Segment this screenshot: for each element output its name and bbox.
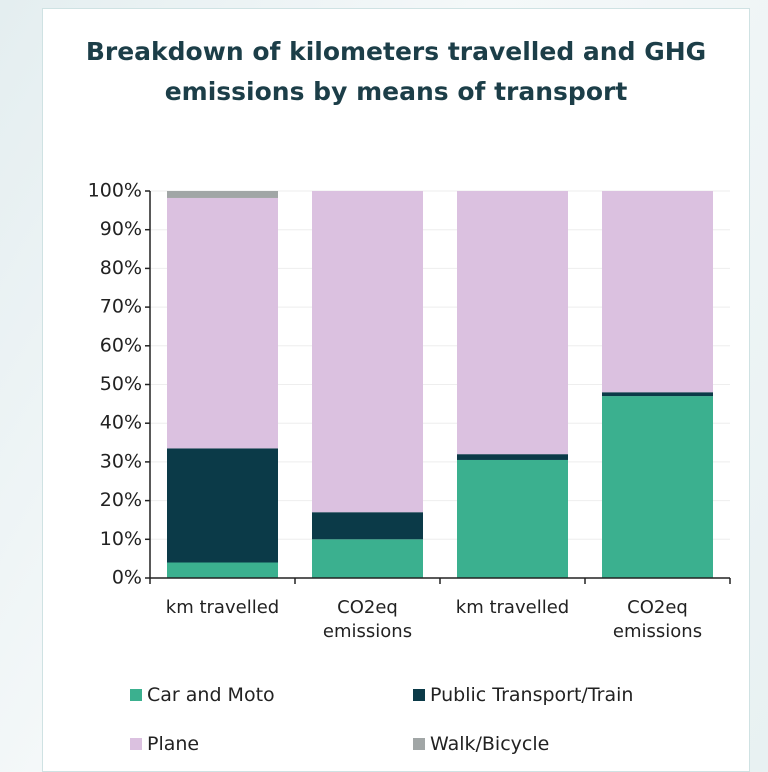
legend-label: Public Transport/Train: [430, 684, 634, 706]
legend-label: Walk/Bicycle: [430, 733, 550, 755]
y-tick-label: 0%: [112, 567, 142, 589]
legend-label: Car and Moto: [147, 684, 275, 706]
bar-segment: [312, 512, 423, 540]
bar-segment: [312, 539, 423, 578]
x-tick-label: CO2eq emissions: [322, 597, 413, 642]
bar-segment: [167, 197, 278, 449]
x-tick-label: km travelled: [165, 597, 280, 618]
legend-swatch: [130, 738, 142, 750]
x-tick-label: km travelled: [455, 597, 570, 618]
x-tick-label: CO2eq emissions: [612, 597, 703, 642]
y-tick-label: 90%: [100, 218, 142, 240]
legend-item: Plane: [130, 733, 199, 755]
bar-segment: [457, 459, 568, 578]
bar-segment: [312, 191, 423, 513]
y-tick-label: 60%: [100, 334, 142, 356]
bar-segment: [602, 396, 713, 578]
legend-item: Car and Moto: [130, 684, 275, 706]
legend-item: Walk/Bicycle: [413, 733, 549, 755]
y-tick-label: 20%: [100, 489, 142, 511]
legend-swatch: [413, 689, 425, 701]
bar-segment: [457, 454, 568, 460]
legend-label: Plane: [147, 733, 200, 755]
y-tick-label: 40%: [100, 412, 142, 434]
legend-swatch: [413, 738, 425, 750]
bar-segment: [602, 191, 713, 393]
bar-segment: [167, 448, 278, 563]
y-tick-label: 30%: [100, 450, 142, 472]
legend-swatch: [130, 689, 142, 701]
bar-segment: [602, 392, 713, 397]
y-tick-label: 70%: [100, 296, 142, 318]
bar-segment: [167, 191, 278, 198]
y-tick-label: 50%: [100, 373, 142, 395]
chart-title: Breakdown of kilometers travelled and GH…: [85, 37, 707, 106]
bar-segment: [167, 562, 278, 578]
y-tick-label: 10%: [100, 528, 142, 550]
bar-segment: [457, 191, 568, 455]
y-tick-label: 100%: [88, 180, 142, 202]
y-tick-label: 80%: [100, 257, 142, 279]
legend-item: Public Transport/Train: [413, 684, 633, 706]
